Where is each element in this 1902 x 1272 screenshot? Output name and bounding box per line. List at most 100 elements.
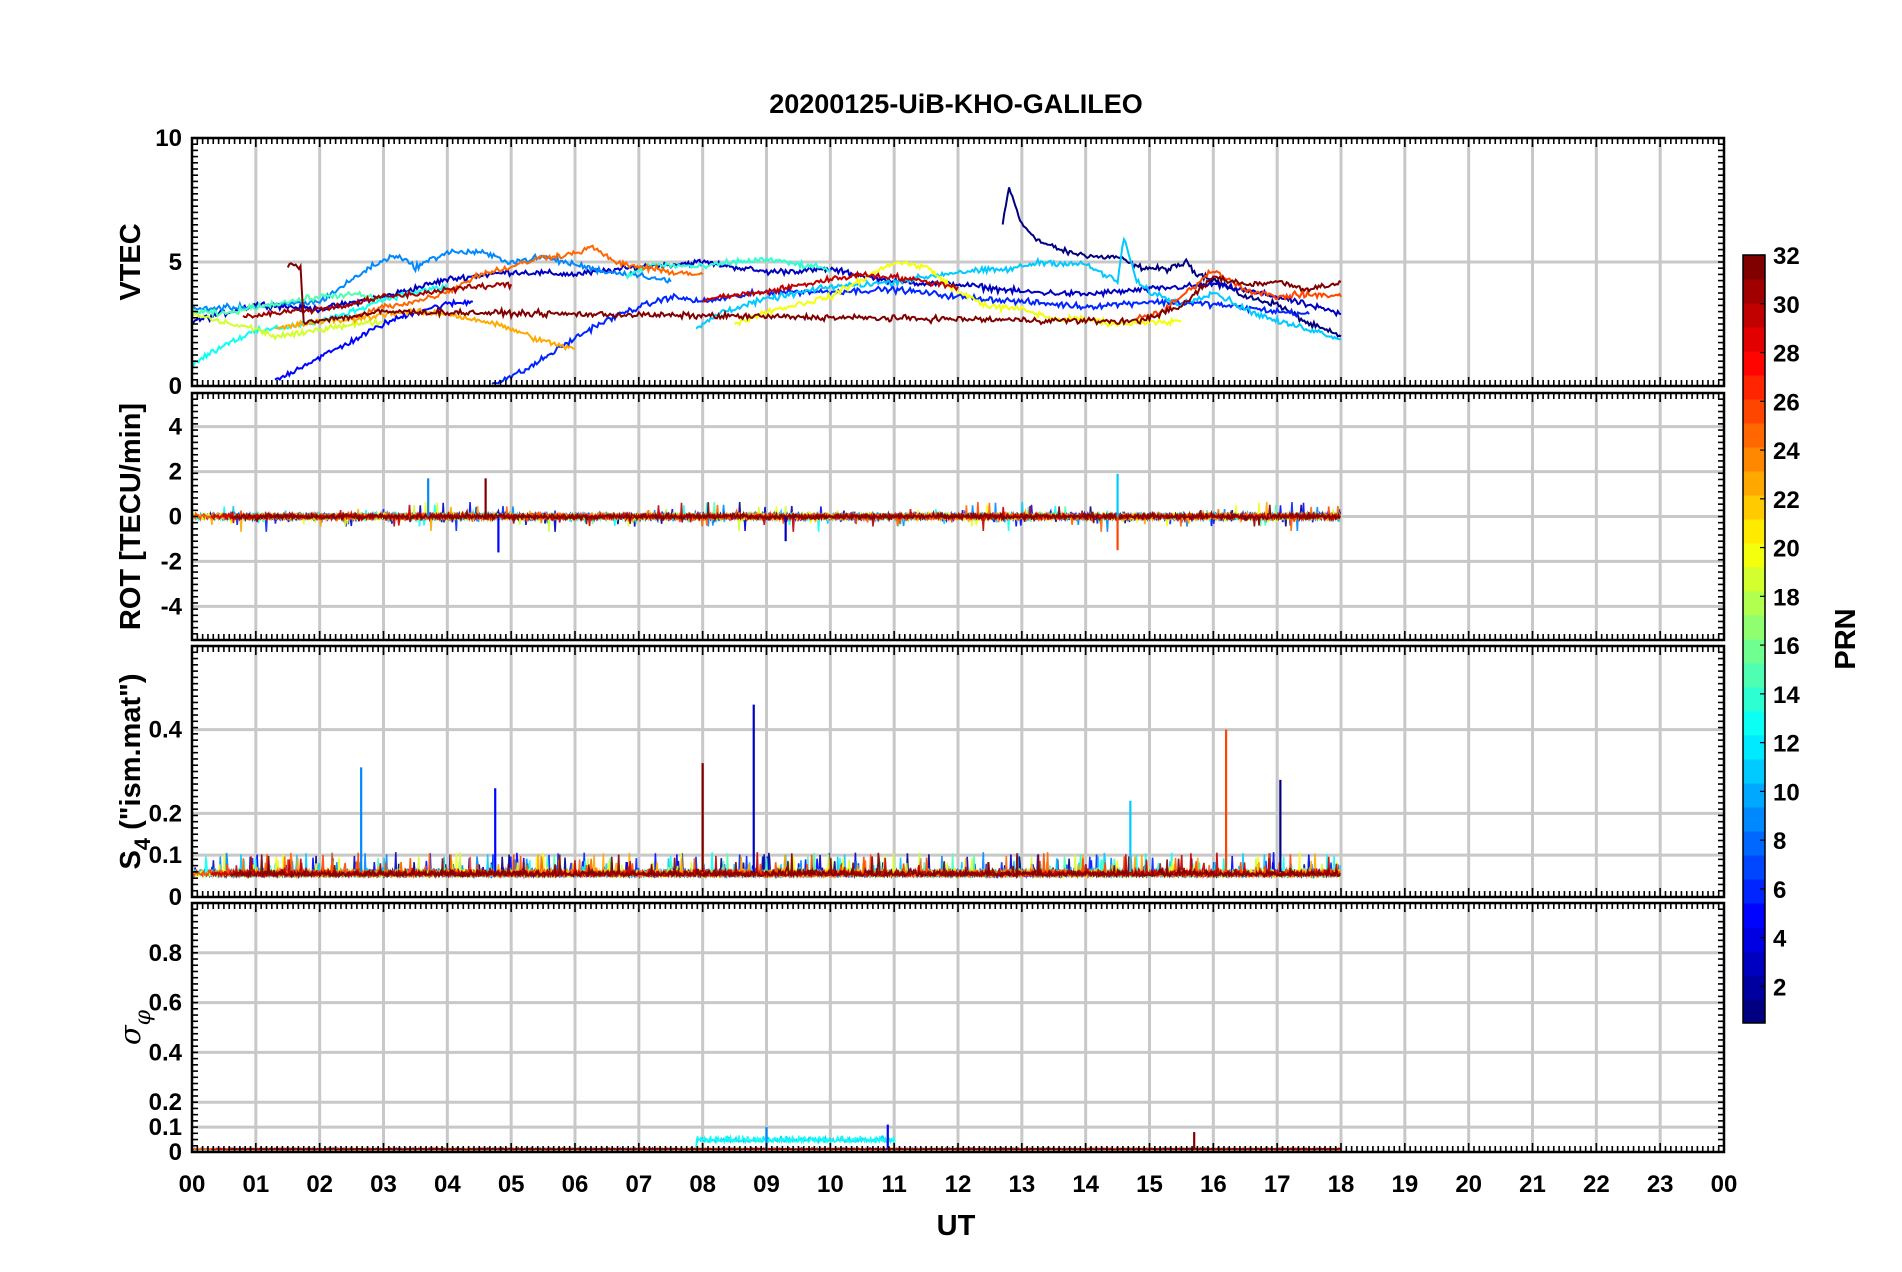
colorbar-band	[1743, 303, 1765, 328]
panel-vtec: 0 5 10 VTEC	[115, 125, 1726, 400]
colorbar-tick-label: 30	[1773, 292, 1800, 319]
colorbar-band	[1743, 831, 1765, 856]
colorbar-tick-label: 2	[1773, 974, 1786, 1001]
colorbar-band	[1743, 879, 1765, 904]
colorbar-band	[1743, 999, 1765, 1024]
colorbar-band	[1743, 927, 1765, 952]
y-tick-label-vtec: 0	[169, 373, 182, 400]
x-tick-label: 18	[1328, 1171, 1355, 1198]
grid-vtec	[192, 138, 1724, 386]
colorbar-band	[1743, 591, 1765, 616]
ticks-s4	[191, 645, 1725, 898]
colorbar-band	[1743, 663, 1765, 688]
vtec-series-prn-31	[242, 281, 513, 319]
x-tick-label: 13	[1008, 1171, 1035, 1198]
x-tick-label: 00	[179, 1171, 206, 1198]
x-tick-label: 15	[1136, 1171, 1163, 1198]
x-tick-label: 03	[370, 1171, 397, 1198]
x-tick-label: 02	[306, 1171, 333, 1198]
y-tick-label-sigma_phi: 0.8	[149, 940, 182, 967]
x-tick-label: 05	[498, 1171, 525, 1198]
colorbar-band	[1743, 687, 1765, 712]
y-label-main: S	[115, 850, 147, 869]
y-tick-label-s4: 0	[169, 884, 182, 911]
y-tick-label-vtec: 5	[169, 249, 182, 276]
colorbar-tick-label: 16	[1773, 633, 1800, 660]
y-tick-label-sigma_phi: 0.6	[149, 990, 182, 1017]
colorbar-band	[1743, 975, 1765, 1000]
colorbar-band	[1743, 375, 1765, 400]
vtec-series-prn-15	[192, 290, 384, 319]
colorbar-tick-label: 12	[1773, 731, 1800, 758]
y-tick-label-rot: -2	[161, 548, 182, 575]
y-tick-label-sigma_phi: 0.4	[149, 1039, 183, 1066]
vtec-series-prn-3	[192, 258, 1342, 324]
y-tick-label-rot: -4	[161, 593, 183, 620]
y-label-main: σ	[113, 1024, 147, 1045]
x-tick-label: 08	[689, 1171, 716, 1198]
x-tick-label: 00	[1711, 1171, 1738, 1198]
y-axis-label-rot: ROT [TECU/min]	[115, 403, 147, 630]
x-tick-label: 10	[817, 1171, 844, 1198]
x-axis-label: UT	[937, 1210, 976, 1242]
x-tick-label: 17	[1264, 1171, 1291, 1198]
series-s4	[192, 704, 1341, 880]
x-tick-label: 06	[562, 1171, 589, 1198]
colorbar-band	[1743, 711, 1765, 736]
colorbar-band	[1743, 495, 1765, 520]
y-tick-label-vtec: 10	[155, 125, 182, 152]
vtec-series-prn-20	[733, 260, 1182, 329]
colorbar-frame	[1742, 254, 1766, 1024]
vtec-series-prn-11	[695, 236, 1342, 341]
y-label-sub: φ	[131, 1009, 156, 1025]
y-tick-label-s4: 0.4	[149, 717, 183, 744]
ticks-rot	[191, 392, 1725, 641]
ticks-vtec	[191, 137, 1725, 387]
colorbar-band	[1743, 471, 1765, 496]
colorbar-band	[1743, 399, 1765, 424]
colorbar-tick-label: 22	[1773, 487, 1800, 514]
panel-rot: -4 -2 0 2 4 ROT [TECU/min]	[115, 391, 1726, 642]
colorbar-band	[1743, 639, 1765, 664]
colorbar-band	[1743, 855, 1765, 880]
vtec-series-prn-6	[491, 283, 1310, 385]
y-axis-label-s4: S4 ("ism.mat")	[115, 673, 155, 869]
colorbar-band	[1743, 255, 1765, 280]
colorbar-band	[1743, 807, 1765, 832]
vtec-series-prn-19	[192, 311, 385, 342]
colorbar-tick-label: 32	[1773, 243, 1800, 270]
x-tick-label: 09	[753, 1171, 780, 1198]
colorbar-band	[1743, 783, 1765, 808]
series-rot	[192, 473, 1341, 553]
x-tick-label: 07	[625, 1171, 652, 1198]
y-tick-label-rot: 4	[169, 414, 183, 441]
colorbar-band	[1743, 903, 1765, 928]
colorbar-tick-label: 26	[1773, 389, 1800, 416]
y-tick-label-rot: 2	[169, 459, 182, 486]
colorbar-band	[1743, 567, 1765, 592]
colorbar-band	[1743, 327, 1765, 352]
colorbar-tick-label: 28	[1773, 341, 1800, 368]
x-tick-label: 04	[434, 1171, 461, 1198]
colorbar-band	[1743, 543, 1765, 568]
vtec-series-prn-25	[350, 244, 704, 321]
x-tick-label: 01	[242, 1171, 269, 1198]
x-tick-label: 12	[945, 1171, 972, 1198]
colorbar-tick-label: 20	[1773, 536, 1800, 563]
colorbar-tick-label: 10	[1773, 779, 1800, 806]
y-tick-label-s4: 0.2	[149, 800, 182, 827]
colorbar-band	[1743, 351, 1765, 376]
vtec-series-prn-32	[286, 261, 1342, 327]
ticks-sigma_phi	[191, 902, 1725, 1153]
y-tick-label-rot: 0	[169, 504, 182, 531]
colorbar-band	[1743, 951, 1765, 976]
y-tick-label-sigma_phi: 0.2	[149, 1089, 182, 1116]
colorbar-band	[1743, 447, 1765, 472]
colorbar-tick-label: 4	[1773, 926, 1787, 953]
colorbar-band	[1743, 279, 1765, 304]
colorbar-band	[1743, 423, 1765, 448]
panel-sigma_phi: 00.10.2 0.4 0.6 0.8 σφ	[113, 901, 1726, 1166]
colorbar-band	[1743, 735, 1765, 760]
